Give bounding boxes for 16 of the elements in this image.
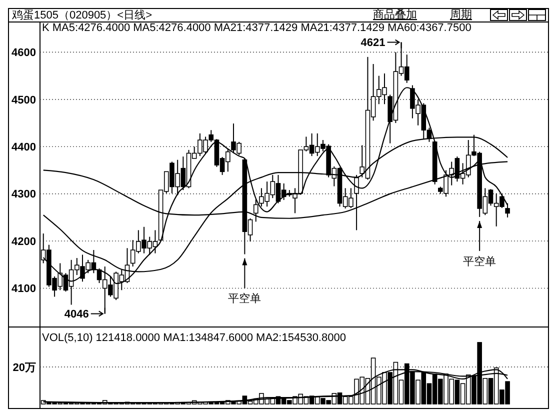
annotation: 平空单	[463, 254, 496, 268]
annotation: VOL(5,10) 121418.0000 MA1:134847.6000 MA2:154530.8000	[42, 332, 346, 344]
text: 周期	[450, 9, 472, 21]
annotation: K MA5:4276.4000 MA5:4276.4000 MA21:4377.1429 MA21:4377.1429 MA60:4367.7500	[42, 22, 472, 34]
annotation: 4046	[64, 308, 89, 321]
y-tick-label: 20万	[12, 362, 36, 374]
y-tick-label: 4500	[12, 94, 36, 106]
y-tick-label: 4200	[12, 236, 36, 248]
chart-title: 鸡蛋1505（020905）<日线>	[11, 8, 152, 22]
y-tick-label: 4100	[12, 283, 36, 296]
y-tick-label: 4600	[12, 47, 36, 60]
text: 商品叠加	[373, 8, 417, 21]
y-tick-label: 4300	[12, 188, 36, 201]
y-tick-label: 4400	[12, 141, 36, 154]
annotation: 平空单	[228, 292, 262, 306]
annotation: 4621	[360, 37, 386, 50]
